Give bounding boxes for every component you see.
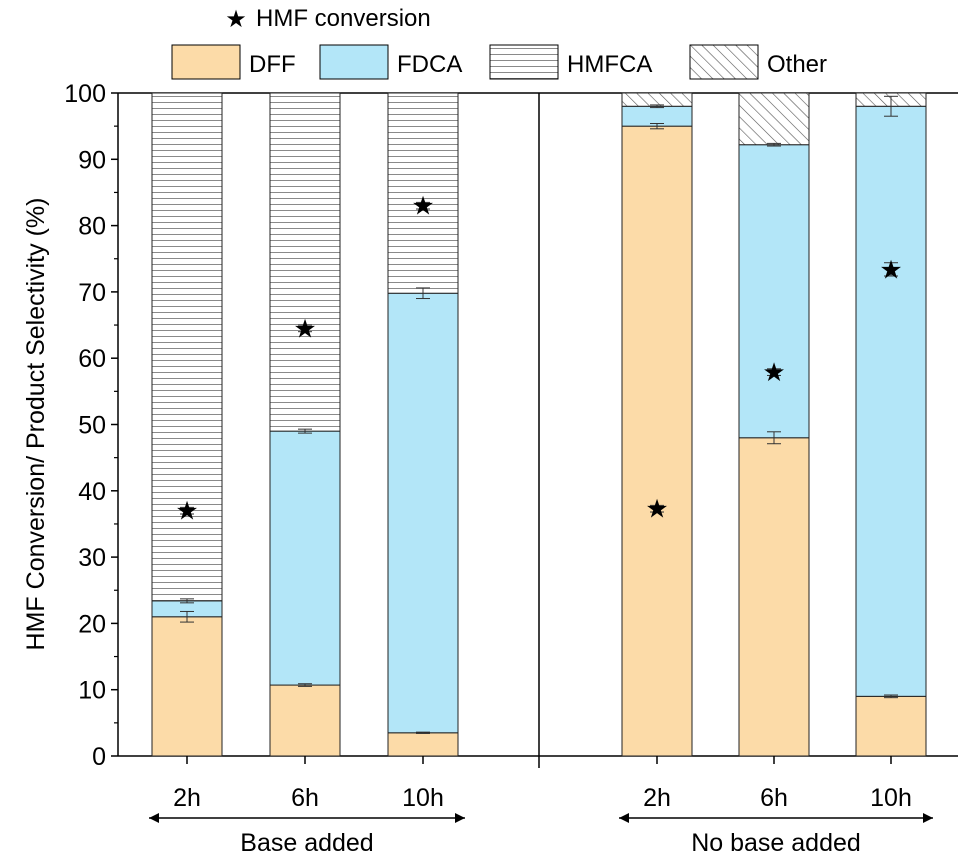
y-tick-label: 30 [78, 544, 106, 572]
legend-swatch-dff [171, 44, 241, 80]
error-bar-fdca [298, 428, 312, 434]
bar-segment-fdca [269, 430, 341, 686]
error-bar-fdca [884, 95, 898, 117]
x-tick-label: 2h [643, 784, 671, 812]
group-label: Base added [240, 829, 373, 857]
error-bar-dff [650, 122, 664, 130]
error-bar-fdca [416, 287, 430, 300]
error-bar-dff [416, 731, 430, 734]
bar-segment-hmfca [387, 92, 459, 294]
legend-swatch-hmfca [489, 44, 559, 80]
group-arrow-right-head [923, 813, 933, 823]
y-tick-label: 90 [78, 146, 106, 174]
legend-swatch-other [689, 44, 759, 80]
bar-segment-dff [151, 616, 223, 757]
group-label: No base added [691, 829, 861, 857]
error-bar-conversion [767, 368, 781, 376]
x-tick-label: 10h [870, 784, 912, 812]
error-bar-dff [884, 694, 898, 699]
y-axis-label: HMF Conversion/ Product Selectivity (%) [22, 198, 50, 651]
legend-label-hmfca: HMFCA [567, 51, 652, 78]
legend-star-icon: ★ [225, 6, 247, 33]
y-tick-label: 40 [78, 478, 106, 506]
bar-segment-fdca [738, 144, 810, 439]
legend-label-dff: DFF [249, 51, 296, 78]
bar-segment-dff [387, 732, 459, 757]
y-tick-label: 60 [78, 345, 106, 373]
error-bar-conversion [650, 504, 664, 513]
y-tick-label: 50 [78, 412, 106, 440]
x-tick-label: 6h [760, 784, 788, 812]
legend-label-other: Other [767, 51, 827, 78]
x-axis: 2h 6h 10h Base added 2h 6h 10h No base added [149, 756, 933, 857]
bar-segment-dff [269, 684, 341, 757]
error-bar-conversion [416, 201, 430, 210]
conversion-star-marker: ★ [879, 254, 902, 284]
bar-segment-fdca [387, 292, 459, 734]
error-bar-fdca [767, 142, 781, 147]
error-bar-conversion [180, 506, 194, 515]
error-bar-fdca [650, 104, 664, 109]
legend-label-conversion: HMF conversion [256, 5, 431, 32]
group-arrow-left-head [149, 813, 159, 823]
conversion-star-marker: ★ [411, 191, 434, 221]
y-tick-label: 80 [78, 213, 106, 241]
error-bar-dff [180, 610, 194, 623]
bar-segment-dff [738, 437, 810, 757]
error-bar-fdca [180, 598, 194, 604]
y-tick-label: 0 [92, 743, 106, 771]
y-axis: 0 10 20 30 40 50 60 70 80 90 100 [64, 80, 118, 771]
plot-area: ★ ★ ★ ★ ★ ★ [117, 92, 958, 768]
group-arrow-right-head [455, 813, 465, 823]
legend-swatch-fdca [319, 44, 389, 80]
bar-segment-other [738, 92, 810, 146]
error-bar-conversion [298, 324, 312, 333]
y-tick-label: 100 [64, 80, 106, 108]
x-tick-label: 10h [402, 784, 444, 812]
bar-segment-dff [621, 125, 693, 757]
group-arrow-left-head [619, 813, 629, 823]
x-tick-label: 6h [291, 784, 319, 812]
legend-label-fdca: FDCA [397, 51, 462, 78]
x-tick-label: 2h [173, 784, 201, 812]
bar-segment-hmfca [269, 92, 341, 432]
conversion-star-marker: ★ [293, 313, 316, 343]
error-bar-conversion [884, 262, 898, 277]
y-tick-label: 70 [78, 279, 106, 307]
conversion-star-marker: ★ [645, 494, 668, 524]
bar-segment-dff [855, 695, 927, 757]
legend: ★ HMF conversion DFF FDCA HMFCA Other [171, 5, 827, 80]
conversion-star-marker: ★ [762, 357, 785, 387]
bar-segment-fdca [855, 105, 927, 697]
error-bar-dff [298, 683, 312, 687]
y-tick-label: 20 [78, 610, 106, 638]
error-bar-dff [767, 431, 781, 445]
conversion-star-marker: ★ [175, 496, 198, 526]
bar-segment-other [621, 92, 693, 107]
y-tick-label: 10 [78, 677, 106, 705]
